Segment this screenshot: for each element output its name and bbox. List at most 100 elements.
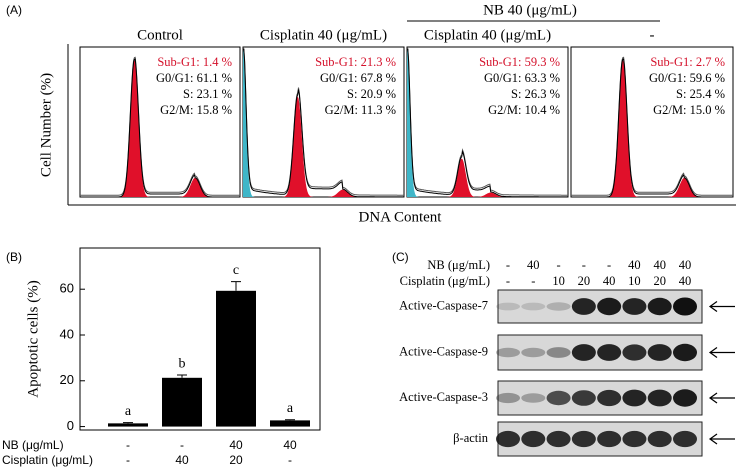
- stat-label: G0/G1: 61.1 %: [156, 71, 232, 85]
- blot-band: [496, 430, 520, 448]
- stat-label: Sub-G1: 1.4 %: [157, 55, 232, 69]
- blot-band: [496, 302, 520, 311]
- error-bar: [285, 419, 295, 421]
- condition-name: NB (μg/mL): [2, 438, 64, 452]
- bar: [162, 377, 202, 427]
- panel-label: (B): [6, 250, 22, 264]
- blot-band: [521, 430, 546, 448]
- blot-label: Active-Caspase-7: [399, 298, 488, 312]
- blot-band: [546, 390, 571, 406]
- x-axis-label: DNA Content: [359, 209, 443, 225]
- y-tick-label: 40: [60, 326, 74, 341]
- blot-band: [546, 347, 571, 358]
- blot-band: [622, 344, 647, 361]
- blot-band: [673, 343, 697, 362]
- y-axis-label: Cell Number (%): [38, 73, 54, 177]
- significance-letter: a: [287, 401, 294, 416]
- lane-value: 40: [628, 258, 641, 272]
- condition-name: Cisplatin (μg/mL): [2, 453, 93, 467]
- blot-arrow: [708, 347, 735, 358]
- blot-label: Active-Caspase-3: [399, 390, 488, 404]
- blot-arrow: [708, 301, 735, 312]
- blot-band: [496, 347, 520, 358]
- stat-label: G2/M: 11.3 %: [325, 103, 396, 117]
- histogram-title: Cisplatin 40 (μg/mL): [260, 27, 387, 43]
- blot-band: [622, 389, 647, 407]
- lane-value: -: [506, 258, 510, 272]
- blot-band: [622, 298, 647, 315]
- histogram-fit: [571, 58, 733, 198]
- condition-value: -: [126, 453, 130, 467]
- blot-band: [622, 430, 647, 448]
- stat-label: S: 26.3 %: [511, 87, 560, 101]
- blot-band: [597, 297, 622, 316]
- lane-value: 40: [527, 258, 540, 272]
- lane-value: 40: [679, 258, 692, 272]
- lane-value: 40: [679, 274, 692, 288]
- histogram-frame: [406, 46, 569, 198]
- blot-band: [571, 430, 596, 448]
- histogram-fit: [80, 58, 240, 198]
- y-tick-label: 60: [60, 281, 74, 296]
- significance-letter: c: [233, 263, 239, 278]
- condition-value: 20: [229, 453, 243, 467]
- blot-label: Active-Caspase-9: [399, 344, 488, 358]
- blot-arrow: [708, 433, 735, 445]
- blot-band: [597, 430, 622, 448]
- lane-value: -: [607, 258, 611, 272]
- significance-letter: a: [125, 404, 132, 419]
- condition-value: 40: [229, 438, 243, 452]
- blot-band: [673, 430, 697, 448]
- stat-label: G0/G1: 59.6 %: [649, 71, 725, 85]
- blot-band: [521, 302, 546, 311]
- blot-band: [647, 430, 672, 448]
- error-bar: [123, 422, 133, 424]
- lane-value: -: [531, 274, 535, 288]
- blot-band: [496, 392, 520, 404]
- condition-value: 40: [283, 438, 297, 452]
- stat-label: G2/M: 15.8 %: [160, 103, 232, 117]
- lane-value: 10: [552, 274, 565, 288]
- blot-band: [647, 389, 672, 407]
- group-label: NB 40 (μg/mL): [483, 2, 577, 18]
- condition-value: 40: [175, 453, 189, 467]
- stat-label: G0/G1: 63.3 %: [484, 71, 560, 85]
- histogram-fit: [243, 48, 404, 198]
- blot-band: [571, 298, 596, 315]
- lane-value: 40: [603, 274, 616, 288]
- error-bar: [231, 281, 241, 291]
- histogram-title: Control: [137, 27, 183, 43]
- bar: [108, 423, 148, 427]
- blot-band: [571, 344, 596, 361]
- lane-value: -: [506, 274, 510, 288]
- stat-label: Sub-G1: 59.3 %: [479, 55, 560, 69]
- blot-band: [521, 347, 546, 358]
- blot-band: [571, 390, 596, 406]
- blot-band: [546, 302, 571, 311]
- panel-label: (C): [392, 250, 409, 264]
- lane-value: -: [556, 258, 560, 272]
- stat-label: Sub-G1: 21.3 %: [315, 55, 396, 69]
- lane-value: 10: [628, 274, 641, 288]
- stat-label: S: 23.1 %: [183, 87, 232, 101]
- stat-label: G0/G1: 67.8 %: [320, 71, 396, 85]
- lane-value: -: [582, 258, 586, 272]
- histogram-peak: [80, 177, 240, 197]
- stat-label: S: 20.9 %: [347, 87, 396, 101]
- blot-band: [673, 389, 697, 407]
- lane-value: 20: [653, 274, 666, 288]
- histogram-fit: [407, 48, 568, 196]
- histogram-frame: [79, 46, 241, 198]
- histogram-fit: [571, 56, 733, 196]
- blot-band: [597, 344, 622, 361]
- blot-band: [597, 389, 622, 407]
- blot-band: [647, 344, 672, 361]
- bar: [270, 420, 310, 427]
- panel-label: (A): [6, 3, 22, 17]
- stat-label: Sub-G1: 2.7 %: [650, 55, 725, 69]
- error-bar: [177, 374, 187, 378]
- histogram-fit: [407, 48, 568, 198]
- lane-value: 20: [578, 274, 591, 288]
- blot-band: [647, 297, 672, 316]
- blot-label: β-actin: [453, 431, 489, 445]
